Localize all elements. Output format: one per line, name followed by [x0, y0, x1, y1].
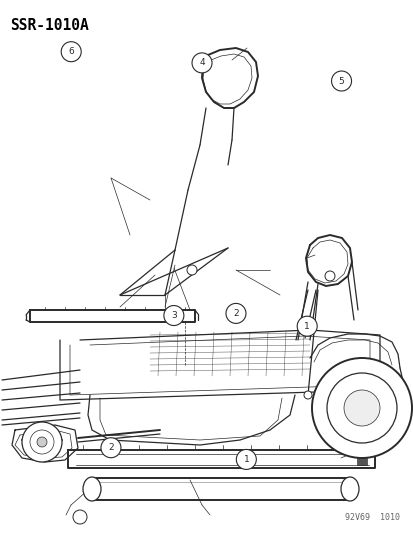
Circle shape [236, 449, 256, 470]
Polygon shape [356, 453, 366, 465]
Circle shape [326, 373, 396, 443]
Circle shape [343, 390, 379, 426]
Circle shape [22, 422, 62, 462]
Circle shape [311, 358, 411, 458]
Circle shape [297, 316, 316, 336]
Ellipse shape [83, 477, 101, 501]
Circle shape [303, 391, 311, 399]
Circle shape [192, 53, 211, 73]
Circle shape [164, 305, 183, 326]
Text: 2: 2 [108, 443, 114, 452]
Ellipse shape [340, 477, 358, 501]
Circle shape [331, 71, 351, 91]
Text: 1: 1 [243, 455, 249, 464]
Text: 5: 5 [338, 77, 344, 85]
Circle shape [37, 437, 47, 447]
Circle shape [61, 42, 81, 62]
Circle shape [30, 430, 54, 454]
Circle shape [225, 303, 245, 324]
Text: 2: 2 [233, 309, 238, 318]
Text: 3: 3 [171, 311, 176, 320]
Circle shape [187, 265, 197, 275]
Circle shape [101, 438, 121, 458]
Circle shape [73, 510, 87, 524]
Text: 92V69  1010: 92V69 1010 [344, 513, 399, 522]
Text: SSR-1010A: SSR-1010A [10, 18, 88, 33]
Circle shape [324, 271, 334, 281]
Text: 1: 1 [304, 322, 309, 330]
Text: 6: 6 [68, 47, 74, 56]
Text: 4: 4 [199, 59, 204, 67]
